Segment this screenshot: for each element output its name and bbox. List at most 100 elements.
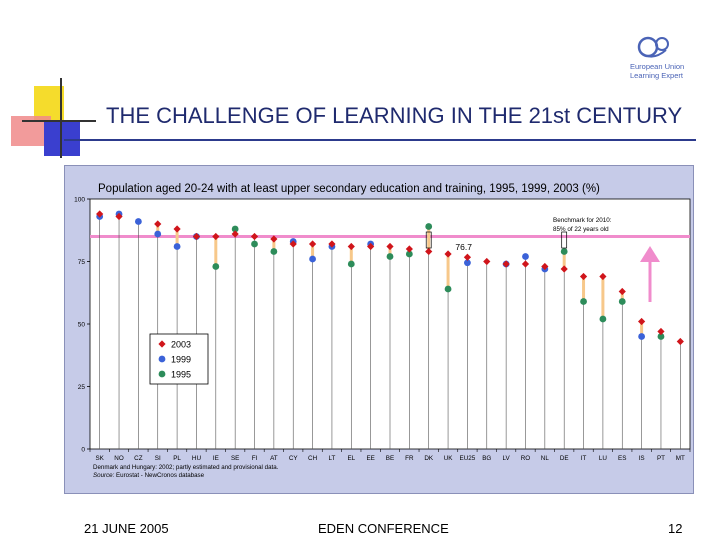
x-tick-label: HU: [192, 455, 202, 462]
eu-learning-expert-logo: European Union Learning Expert: [630, 36, 684, 80]
marker-1999-si: [154, 230, 162, 238]
x-tick-label: AT: [270, 455, 278, 462]
logo-text-line-2: Learning Expert: [630, 71, 684, 80]
marker-2003-de: [560, 265, 568, 273]
marker-2003-pt: [657, 327, 665, 336]
x-tick-label: LU: [599, 455, 608, 462]
decor-horizontal-line: [22, 120, 96, 122]
x-tick-label: EE: [366, 455, 374, 462]
x-tick-label: NO: [114, 455, 124, 462]
y-tick-label: 0: [81, 447, 85, 454]
gap-bar: [620, 291, 624, 302]
marker-2003-se: [231, 230, 239, 238]
y-tick-label: 50: [78, 322, 86, 329]
marker-1995-el: [347, 260, 355, 268]
gap-bar: [349, 246, 353, 264]
chart: Population aged 20-24 with at least uppe…: [74, 183, 691, 479]
marker-2003-is: [638, 317, 646, 326]
marker-1999-cz: [134, 218, 142, 225]
marker-2003-cy: [289, 240, 297, 248]
marker-2003-es: [618, 287, 626, 296]
marker-1999-eu25: [464, 259, 471, 267]
marker-1995-de: [560, 248, 568, 255]
marker-2003-nl: [541, 262, 549, 271]
x-tick-label: UK: [444, 455, 454, 462]
marker-2003-ro: [521, 260, 530, 268]
x-tick-label: CZ: [134, 455, 143, 462]
benchmark-label-line: Benchmark for 2010:: [553, 217, 612, 224]
marker-2003-fr: [405, 245, 413, 253]
logo-text-line-1: European Union: [630, 62, 684, 71]
x-tick-label: LV: [503, 455, 511, 462]
marker-1995-ie: [212, 263, 220, 270]
gap-bar: [562, 251, 566, 269]
x-tick-label: BE: [386, 455, 394, 462]
gap-bar: [311, 244, 315, 259]
marker-1995-pt: [657, 333, 665, 340]
x-tick-label: RO: [521, 455, 531, 462]
marker-1995-fr: [405, 250, 413, 258]
legend-marker-2003: [158, 340, 166, 348]
footer-page-number: 12: [668, 521, 683, 536]
marker-1995-be: [386, 253, 394, 260]
chart-note-2-lead: Source:: [93, 472, 115, 479]
gap-bar: [175, 229, 179, 247]
marker-1995-fi: [251, 240, 258, 248]
gap-bar: [214, 236, 218, 267]
footer-date: 21 JUNE 2005: [84, 521, 169, 536]
chart-frame: Population aged 20-24 with at least uppe…: [64, 165, 694, 494]
x-tick-label: SE: [231, 455, 239, 462]
chart-note-1: Denmark and Hungary: 2002; partly estima…: [93, 464, 279, 471]
gap-bar: [640, 321, 644, 337]
x-tick-label: SI: [155, 455, 161, 462]
marker-2003-uk: [444, 250, 452, 258]
chart-note-2-text: Eurostat - NewCronos database: [114, 472, 204, 479]
footer-conference: EDEN CONFERENCE: [318, 521, 449, 536]
x-tick-label: NL: [541, 455, 550, 462]
bracket-dk: [425, 231, 432, 249]
x-tick-label: DE: [560, 455, 569, 462]
x-tick-label: BG: [482, 455, 491, 462]
y-tick-label: 25: [78, 384, 86, 391]
decor-yellow-square: [34, 86, 64, 120]
marker-2003-si: [154, 220, 162, 228]
marker-2003-hu: [192, 232, 201, 241]
chart-title: Population aged 20-24 with at least uppe…: [98, 183, 600, 195]
marker-2003-bg: [483, 257, 491, 266]
gap-bar: [427, 226, 431, 252]
marker-1995-it: [580, 298, 587, 305]
marker-2003-lv: [502, 260, 510, 268]
y-tick-label: 75: [78, 259, 86, 266]
marker-2003-mt: [676, 337, 684, 346]
marker-1995-at: [270, 248, 278, 255]
decor-vertical-line: [60, 78, 62, 158]
legend-marker-1999: [158, 355, 166, 363]
marker-1995-dk: [425, 223, 433, 230]
marker-2003-pl: [173, 225, 181, 233]
legend-label-1995: 1995: [171, 370, 191, 380]
x-tick-label: IT: [581, 455, 587, 462]
marker-2003-lt: [328, 240, 336, 248]
decor-blue-square: [44, 120, 80, 156]
marker-1995-uk: [444, 285, 452, 293]
gap-bar: [582, 276, 586, 302]
marker-2003-ee: [367, 242, 375, 251]
slide-title: THE CHALLENGE OF LEARNING IN THE 21st CE…: [106, 103, 683, 128]
x-tick-label: PT: [657, 455, 665, 462]
marker-1999-ro: [522, 253, 529, 260]
marker-1995-lu: [599, 315, 607, 323]
x-tick-label: IS: [639, 455, 645, 462]
x-tick-label: FI: [252, 455, 258, 462]
marker-2003-it: [579, 272, 588, 281]
marker-1995-se: [231, 225, 239, 233]
x-tick-label: LT: [328, 455, 335, 462]
x-tick-label: ES: [618, 455, 626, 462]
marker-2003-be: [386, 242, 394, 251]
legend-marker-1995: [158, 370, 166, 378]
benchmark-label-line: 85% of 22 years old: [553, 226, 609, 233]
x-tick-label: SK: [95, 455, 104, 462]
title-underline: [64, 139, 696, 141]
marker-2003-lu: [599, 272, 607, 281]
benchmark-arrow-icon: [640, 246, 660, 262]
marker-2003-fi: [250, 232, 259, 241]
